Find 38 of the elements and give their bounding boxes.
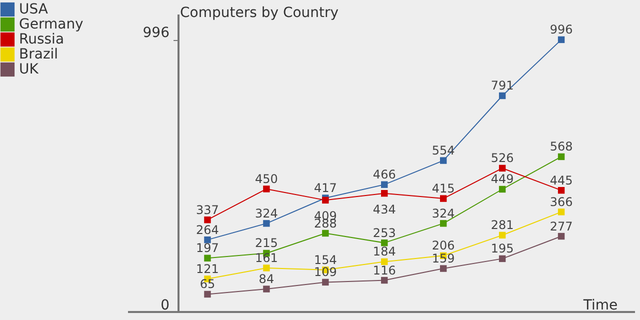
data-label: 415 (432, 182, 455, 196)
data-label: 154 (314, 252, 337, 267)
data-label: 65 (200, 277, 216, 292)
data-label: 281 (490, 218, 514, 232)
data-label: 195 (490, 242, 514, 256)
data-label: 324 (432, 206, 455, 220)
data-label: 277 (550, 219, 573, 234)
chart-title: Computers by Country (180, 5, 339, 21)
data-label: 206 (432, 238, 455, 253)
data-label: 996 (550, 22, 573, 37)
data-label: 449 (490, 172, 514, 186)
data-label: 215 (255, 236, 278, 250)
y-tick-label: 0 (160, 298, 170, 314)
data-label: 568 (550, 140, 573, 154)
data-label: 434 (372, 202, 396, 216)
data-label: 466 (372, 168, 396, 182)
legend-label: USA (19, 2, 48, 18)
legend-label: Russia (19, 32, 64, 48)
data-label: 161 (255, 250, 278, 265)
data-label: 116 (372, 263, 396, 278)
legend-label: UK (19, 62, 40, 78)
data-label: 197 (196, 241, 219, 256)
data-label: 450 (255, 172, 278, 186)
data-label: 417 (314, 180, 337, 195)
legend-label: Brazil (19, 46, 58, 62)
data-label: 337 (196, 202, 219, 217)
data-label: 84 (258, 272, 274, 286)
data-label: 791 (490, 78, 514, 93)
legend-label: Germany (19, 16, 84, 32)
data-label: 366 (550, 194, 573, 209)
data-label: 445 (550, 173, 573, 188)
data-label: 121 (196, 262, 219, 276)
data-label: 264 (196, 222, 219, 237)
data-label: 526 (490, 151, 514, 166)
data-label: 184 (372, 244, 396, 259)
data-label: 253 (372, 226, 396, 240)
data-label: 324 (255, 206, 278, 220)
x-axis-title: Time (582, 298, 618, 314)
